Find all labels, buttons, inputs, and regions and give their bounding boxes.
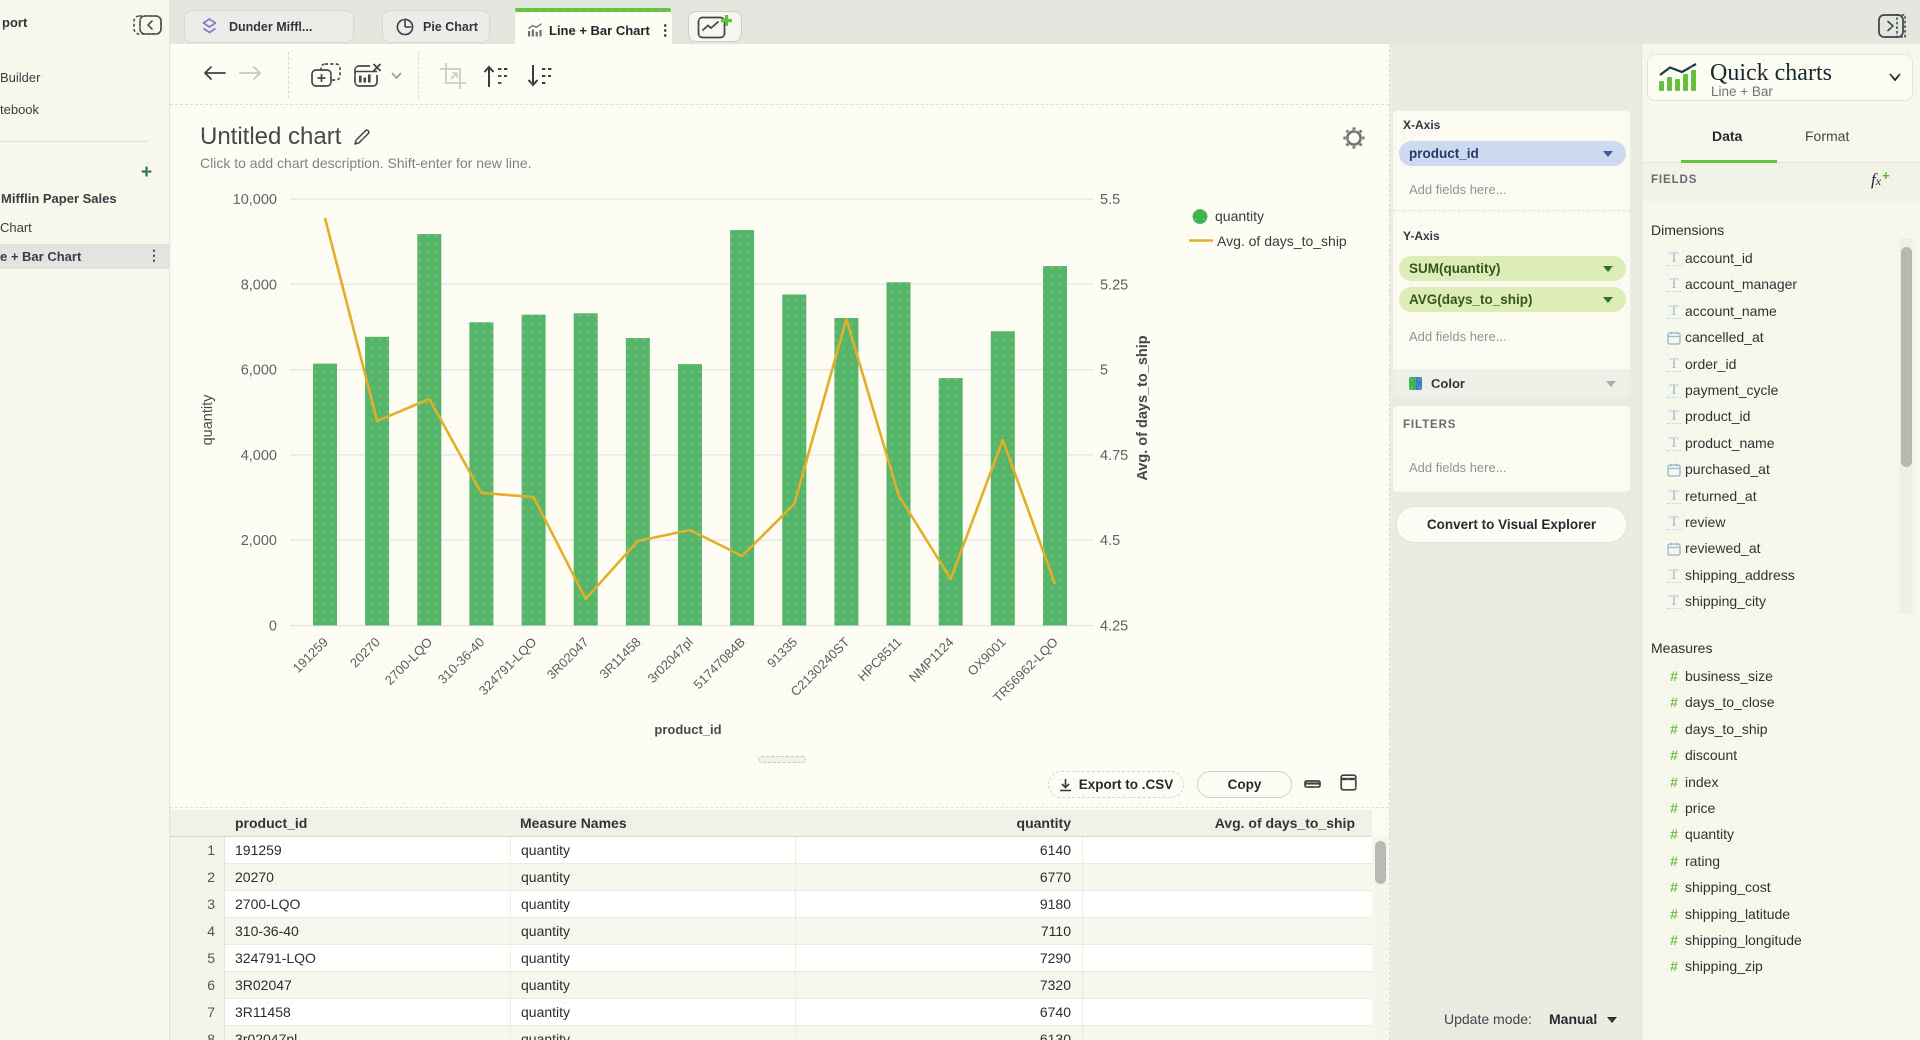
svg-text:0: 0 (269, 619, 277, 635)
svg-text:Avg. of days_to_ship: Avg. of days_to_ship (1135, 335, 1151, 480)
svg-text:4.75: 4.75 (1100, 448, 1128, 464)
svg-text:6,000: 6,000 (241, 363, 277, 379)
svg-text:3r02047pl: 3r02047pl (644, 634, 696, 686)
svg-text:product_id: product_id (654, 722, 721, 737)
svg-text:51747084B: 51747084B (690, 634, 748, 692)
svg-text:20270: 20270 (347, 634, 383, 670)
svg-text:310-36-40: 310-36-40 (435, 634, 488, 687)
svg-text:OX9001: OX9001 (964, 634, 1008, 678)
svg-text:10,000: 10,000 (233, 192, 277, 208)
svg-text:5: 5 (1100, 363, 1108, 379)
svg-text:5.5: 5.5 (1100, 192, 1120, 208)
svg-text:3R11458: 3R11458 (597, 634, 644, 681)
svg-text:4.5: 4.5 (1100, 533, 1120, 549)
svg-text:HPC8511: HPC8511 (855, 634, 905, 684)
svg-text:NMP1124: NMP1124 (906, 634, 957, 685)
svg-text:Avg. of days_to_ship: Avg. of days_to_ship (1217, 233, 1347, 249)
svg-text:quantity: quantity (200, 394, 216, 446)
svg-text:8,000: 8,000 (241, 277, 277, 293)
svg-text:3R02047: 3R02047 (544, 634, 592, 682)
svg-text:2700-LQO: 2700-LQO (382, 634, 436, 688)
svg-text:4.25: 4.25 (1100, 619, 1128, 635)
svg-text:quantity: quantity (1215, 208, 1264, 224)
svg-text:5.25: 5.25 (1100, 277, 1128, 293)
svg-text:91335: 91335 (764, 634, 800, 670)
svg-text:191259: 191259 (290, 634, 331, 675)
svg-text:2,000: 2,000 (241, 533, 277, 549)
svg-text:4,000: 4,000 (241, 448, 277, 464)
